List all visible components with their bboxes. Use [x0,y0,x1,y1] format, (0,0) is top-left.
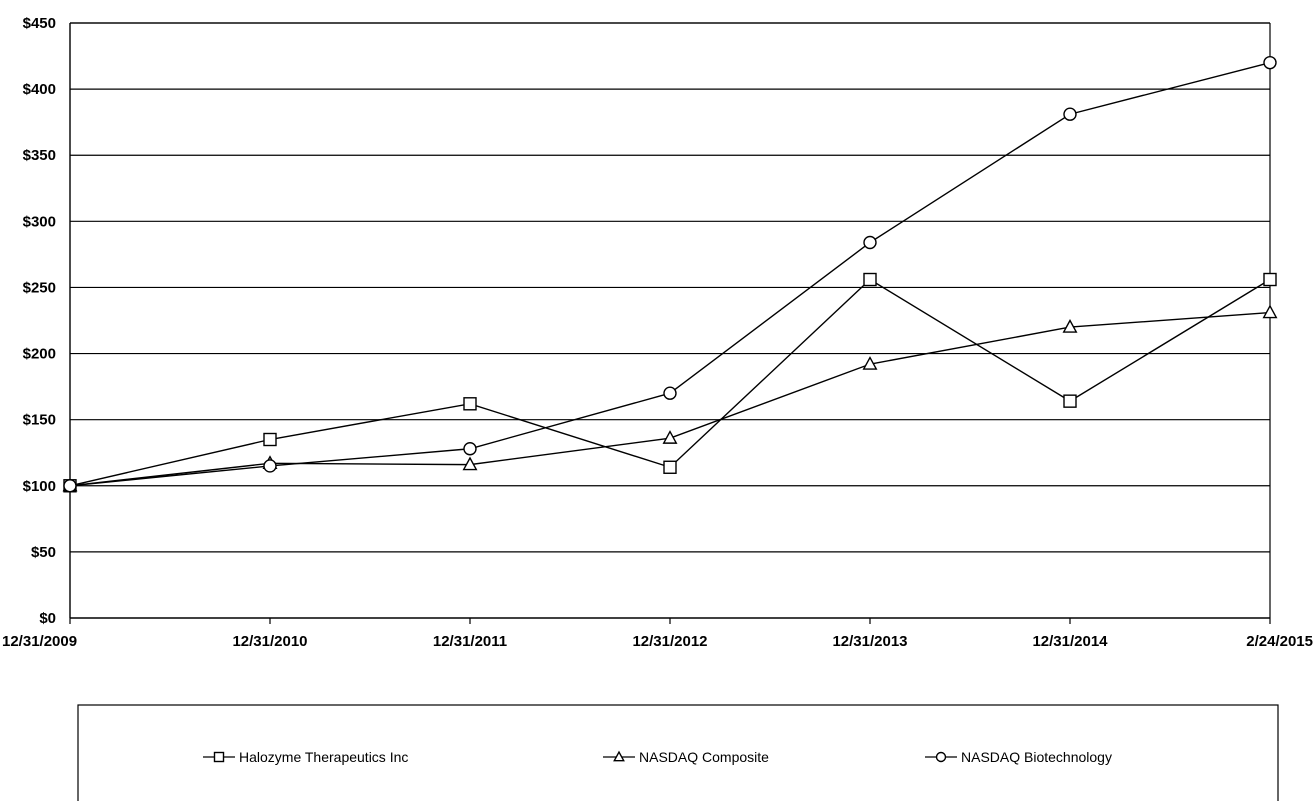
y-tick-label: $250 [23,279,56,296]
legend-box [77,704,1279,801]
data-point-halozyme-therapeutics-inc [1263,272,1277,287]
legend-marker-nasdaq-biotechnology [935,751,947,763]
y-tick-label: $350 [23,147,56,164]
data-point-halozyme-therapeutics-inc [463,397,477,411]
y-axis-tick-labels: $0 $50 $100 $150 $200 $250 $300 $350 $400 $450 [23,15,56,627]
y-tick-label: $100 [23,478,56,495]
x-tick-label: 12/31/2009 [2,633,77,650]
y-tick-label: $400 [23,81,56,98]
x-axis-tick-labels: 12/31/2009 12/31/2010 12/31/2011 12/31/2012… [2,633,1313,650]
x-tick-label: 12/31/2012 [632,633,707,650]
data-point-nasdaq-composite [462,456,478,471]
legend-label-nasdaq-biotechnology: NASDAQ Biotechnology [961,749,1112,765]
data-point-nasdaq-composite [662,430,678,444]
data-point-nasdaq-biotechnology [1263,55,1277,70]
legend-marker-nasdaq-composite [613,750,625,762]
data-point-halozyme-therapeutics-inc [663,460,677,474]
data-point-nasdaq-biotechnology [1063,107,1077,121]
y-tick-label: $150 [23,412,56,429]
legend-label-halozyme-therapeutics-inc: Halozyme Therapeutics Inc [239,749,408,765]
data-point-nasdaq-composite [1262,304,1278,319]
series-markers [62,55,1278,493]
data-point-nasdaq-biotechnology [263,459,277,473]
series-lines [69,61,1271,487]
data-point-nasdaq-biotechnology [63,479,77,493]
data-point-halozyme-therapeutics-inc [863,272,877,287]
y-tick-label: $300 [23,213,56,230]
legend-label-nasdaq-composite: NASDAQ Composite [639,749,769,765]
x-tick-label: 12/31/2013 [832,633,907,650]
y-tick-label: $200 [23,346,56,363]
data-point-nasdaq-biotechnology [463,442,477,456]
x-tick-label: 2/24/2015 [1246,633,1313,650]
data-point-nasdaq-composite [862,356,878,370]
x-tick-label: 12/31/2011 [433,633,507,650]
data-point-nasdaq-composite [1062,319,1078,333]
y-tick-label: $450 [23,15,56,32]
x-tick-label: 12/31/2014 [1032,633,1108,650]
axes [69,22,1271,624]
legend: Halozyme Therapeutics Inc NASDAQ Composit… [77,704,1279,801]
series-line-halozyme-therapeutics-inc [69,278,1271,487]
x-tick-label: 12/31/2010 [232,633,307,650]
data-point-nasdaq-biotechnology [863,235,877,250]
series-line-nasdaq-biotechnology [69,61,1271,487]
data-point-halozyme-therapeutics-inc [1063,394,1077,408]
y-tick-label: $50 [31,544,56,561]
legend-marker-halozyme-therapeutics-inc [213,751,225,763]
data-point-halozyme-therapeutics-inc [263,432,277,447]
y-tick-label: $0 [39,610,56,627]
data-point-nasdaq-biotechnology [663,386,677,400]
